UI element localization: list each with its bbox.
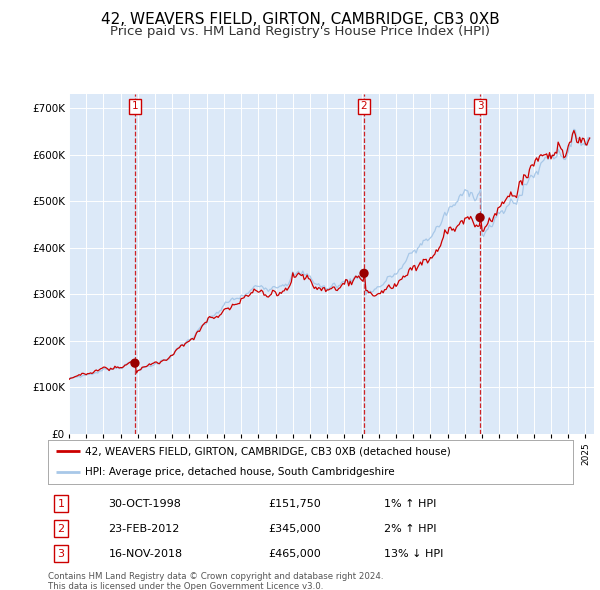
Text: HPI: Average price, detached house, South Cambridgeshire: HPI: Average price, detached house, Sout…: [85, 467, 394, 477]
Text: 2% ↑ HPI: 2% ↑ HPI: [384, 524, 437, 533]
Text: 3: 3: [58, 549, 65, 559]
Text: 42, WEAVERS FIELD, GIRTON, CAMBRIDGE, CB3 0XB (detached house): 42, WEAVERS FIELD, GIRTON, CAMBRIDGE, CB…: [85, 447, 451, 457]
Text: 30-OCT-1998: 30-OCT-1998: [109, 499, 181, 509]
Text: 2: 2: [58, 524, 65, 533]
Text: 3: 3: [477, 101, 484, 112]
Text: 42, WEAVERS FIELD, GIRTON, CAMBRIDGE, CB3 0XB: 42, WEAVERS FIELD, GIRTON, CAMBRIDGE, CB…: [101, 12, 499, 27]
Text: This data is licensed under the Open Government Licence v3.0.: This data is licensed under the Open Gov…: [48, 582, 323, 590]
Text: 13% ↓ HPI: 13% ↓ HPI: [384, 549, 443, 559]
Text: £465,000: £465,000: [269, 549, 321, 559]
Point: [359, 268, 369, 278]
Text: 16-NOV-2018: 16-NOV-2018: [109, 549, 182, 559]
Text: 1: 1: [131, 101, 138, 112]
Point: [130, 358, 140, 368]
Point: [475, 213, 485, 222]
Text: 23-FEB-2012: 23-FEB-2012: [109, 524, 180, 533]
Text: £345,000: £345,000: [269, 524, 321, 533]
Text: Contains HM Land Registry data © Crown copyright and database right 2024.: Contains HM Land Registry data © Crown c…: [48, 572, 383, 581]
Text: 2: 2: [361, 101, 367, 112]
Text: Price paid vs. HM Land Registry's House Price Index (HPI): Price paid vs. HM Land Registry's House …: [110, 25, 490, 38]
Text: 1% ↑ HPI: 1% ↑ HPI: [384, 499, 436, 509]
Text: 1: 1: [58, 499, 65, 509]
Text: £151,750: £151,750: [269, 499, 321, 509]
